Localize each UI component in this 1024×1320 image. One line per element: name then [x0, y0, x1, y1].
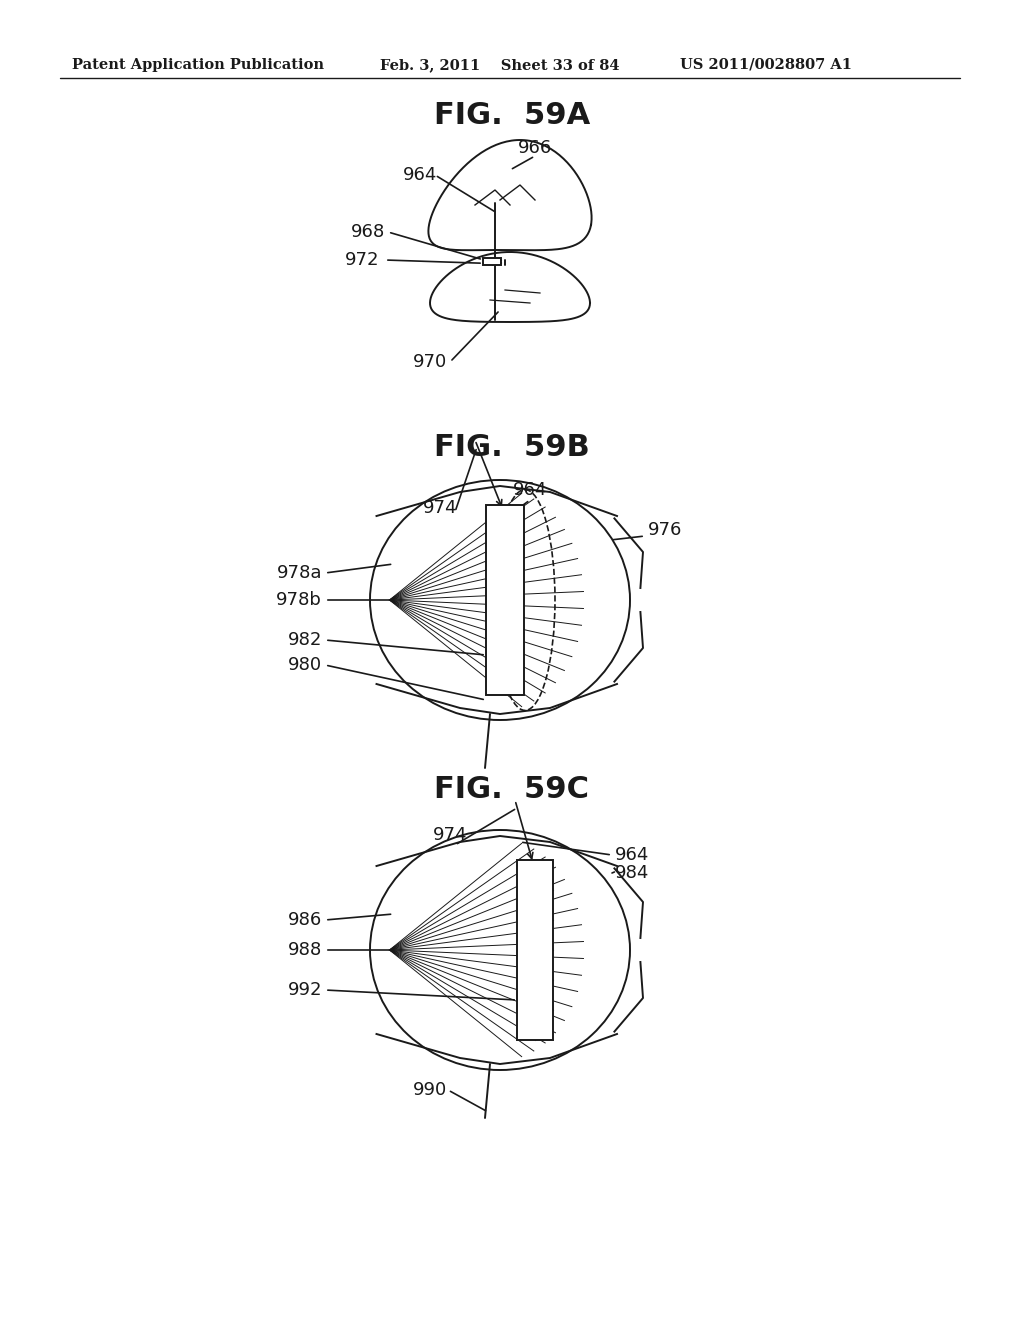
Text: 988: 988	[288, 941, 322, 960]
Text: 978a: 978a	[276, 564, 322, 582]
Text: US 2011/0028807 A1: US 2011/0028807 A1	[680, 58, 852, 73]
Text: 990: 990	[413, 1081, 447, 1100]
Text: 968: 968	[351, 223, 385, 242]
Text: 980: 980	[288, 656, 322, 675]
Text: 982: 982	[288, 631, 322, 649]
Text: 976: 976	[648, 521, 682, 539]
Bar	[517, 861, 553, 1040]
Bar	[486, 506, 524, 696]
Text: 964: 964	[513, 480, 547, 499]
Ellipse shape	[370, 830, 630, 1071]
Ellipse shape	[370, 480, 630, 719]
Text: FIG.  59A: FIG. 59A	[434, 100, 590, 129]
Text: FIG.  59B: FIG. 59B	[434, 433, 590, 462]
Bar	[483, 257, 501, 265]
Text: Patent Application Publication: Patent Application Publication	[72, 58, 324, 73]
Text: 974: 974	[433, 826, 467, 843]
Text: 984: 984	[615, 865, 649, 882]
Text: 974: 974	[423, 499, 458, 517]
Text: 964: 964	[615, 846, 649, 865]
Text: 972: 972	[345, 251, 379, 269]
Text: 970: 970	[413, 352, 447, 371]
Text: 992: 992	[288, 981, 322, 999]
Text: FIG.  59C: FIG. 59C	[434, 776, 590, 804]
Text: 986: 986	[288, 911, 322, 929]
Text: Feb. 3, 2011    Sheet 33 of 84: Feb. 3, 2011 Sheet 33 of 84	[380, 58, 620, 73]
Text: 978b: 978b	[276, 591, 322, 609]
Text: 966: 966	[518, 139, 552, 157]
Text: 964: 964	[402, 166, 437, 183]
